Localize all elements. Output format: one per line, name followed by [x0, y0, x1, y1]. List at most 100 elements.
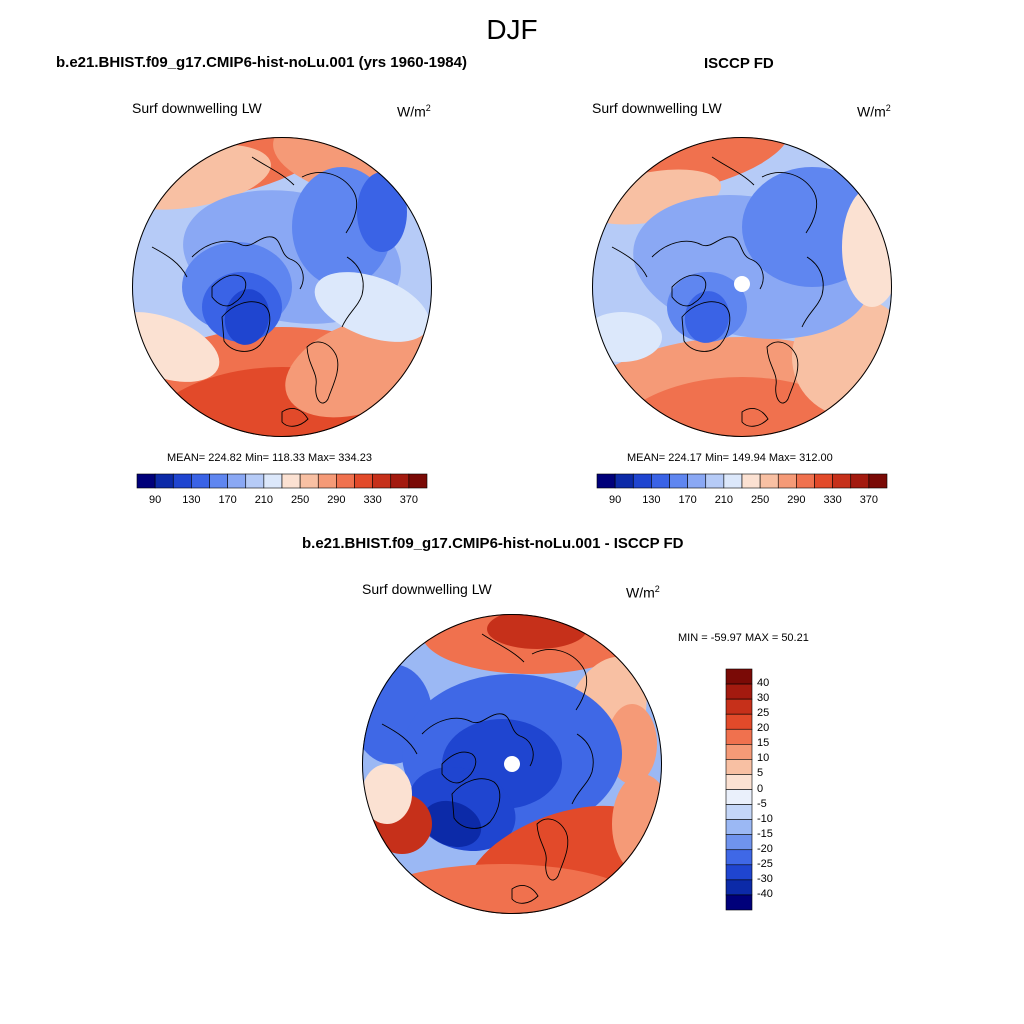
map-boundary [132, 137, 432, 437]
colorbar-tick-label: 90 [609, 494, 622, 506]
colorbar-swatch [390, 473, 410, 489]
colorbar-swatch [317, 473, 337, 489]
obs-panel-title: ISCCP FD [704, 55, 774, 72]
coastline [341, 256, 364, 328]
colorbar-swatch [705, 473, 725, 489]
coastline [221, 301, 271, 352]
coastline [761, 172, 818, 234]
colorbar-swatch [725, 698, 753, 715]
colorbar-tick-label: 130 [182, 494, 201, 506]
colorbar-swatch [669, 473, 688, 489]
pole-gap [504, 756, 520, 772]
colorbar-swatch [725, 728, 753, 745]
coastline [481, 633, 525, 663]
coastline [681, 301, 731, 352]
colorbar-tick-label: 30 [757, 692, 770, 705]
pole-gap [734, 276, 750, 292]
colorbar-swatch [614, 473, 634, 489]
colorbar-swatch [725, 834, 753, 851]
colorbar-swatch [723, 473, 743, 489]
colorbar-swatch [299, 473, 319, 489]
obs-units-label: W/m2 [857, 103, 891, 120]
coastline [306, 341, 339, 404]
model-colorbar-ticks: 90 130 170 210 250 290 330 370 [137, 494, 427, 508]
season-title: DJF [486, 14, 538, 45]
field-region [842, 187, 892, 307]
colorbar-swatch [687, 473, 707, 489]
coastline [766, 341, 799, 404]
model-variable-label: Surf downwelling LW [132, 100, 262, 116]
colorbar-swatch [725, 819, 753, 835]
colorbar-swatch [725, 849, 753, 866]
colorbar-tick-label: -20 [757, 842, 773, 855]
model-polar-map [132, 137, 432, 437]
colorbar-tick-label: 10 [757, 752, 770, 765]
colorbar-swatch [596, 473, 616, 489]
field-region [592, 337, 892, 437]
model-units-label: W/m2 [397, 103, 431, 120]
colorbar-swatch [136, 473, 156, 489]
colorbar-tick-label: -15 [757, 827, 773, 840]
obs-polar-map [592, 137, 892, 437]
colorbar-swatch [372, 473, 392, 489]
colorbar-tick-label: 330 [823, 494, 842, 506]
obs-colorbar [596, 473, 888, 489]
colorbar-swatch [227, 473, 247, 489]
field-region [602, 377, 882, 437]
coastline [711, 156, 755, 186]
field-region [132, 327, 432, 437]
coastline [511, 885, 539, 904]
model-panel-title: b.e21.BHIST.f09_g17.CMIP6-hist-noLu.001 … [56, 54, 467, 71]
colorbar-swatch [725, 864, 753, 881]
colorbar-swatch [263, 473, 283, 489]
colorbar-tick-label: 20 [757, 722, 770, 735]
colorbar-swatch [725, 879, 753, 896]
colorbar-tick-label: 250 [750, 494, 770, 506]
colorbar-swatch [725, 683, 753, 700]
map-boundary [592, 137, 892, 437]
colorbar-tick-label: 170 [218, 494, 237, 506]
colorbar-swatch [777, 473, 797, 489]
colorbar-swatch [759, 473, 779, 489]
colorbar-tick-label: -5 [757, 797, 767, 810]
colorbar-tick-label: -30 [757, 872, 773, 885]
colorbar-tick-label: 15 [757, 737, 770, 750]
colorbar-tick-label: 290 [327, 494, 346, 506]
field-region [224, 289, 270, 345]
colorbar-swatch [725, 789, 753, 805]
colorbar-tick-label: 330 [363, 494, 382, 506]
coastline [651, 236, 764, 290]
colorbar-swatch [814, 473, 833, 489]
field-region [592, 312, 662, 362]
colorbar-swatch [209, 473, 228, 489]
colorbar-tick-label: -10 [757, 812, 773, 825]
colorbar-tick-label: 290 [787, 494, 806, 506]
coastline [251, 156, 295, 186]
diff-polar-map [362, 614, 662, 914]
colorbar-tick-label: -40 [757, 887, 773, 900]
colorbar-tick-label: 170 [678, 494, 697, 506]
colorbar-swatch [408, 473, 428, 489]
coastline [536, 818, 569, 881]
model-colorbar [136, 473, 428, 489]
colorbar-tick-label: 130 [642, 494, 661, 506]
colorbar-tick-label: 5 [757, 767, 764, 780]
colorbar-swatch [336, 473, 355, 489]
colorbar-tick-label: -25 [757, 857, 773, 870]
colorbar-swatch [725, 668, 753, 685]
diff-units-label: W/m2 [626, 584, 660, 601]
colorbar-tick-label: 210 [714, 494, 734, 506]
colorbar-swatch [651, 473, 670, 489]
colorbar-swatch [832, 473, 852, 489]
map-boundary [362, 614, 662, 914]
colorbar-tick-label: 210 [254, 494, 274, 506]
coastline [531, 649, 588, 711]
coastline [671, 274, 707, 307]
diff-panel-title: b.e21.BHIST.f09_g17.CMIP6-hist-noLu.001 … [302, 535, 684, 552]
colorbar-swatch [245, 473, 265, 489]
coastline [151, 246, 188, 278]
colorbar-tick-label: 0 [757, 782, 764, 795]
obs-stats: MEAN= 224.17 Min= 149.94 Max= 312.00 [627, 452, 833, 464]
colorbar-swatch [281, 473, 301, 489]
colorbar-swatch [725, 713, 753, 730]
